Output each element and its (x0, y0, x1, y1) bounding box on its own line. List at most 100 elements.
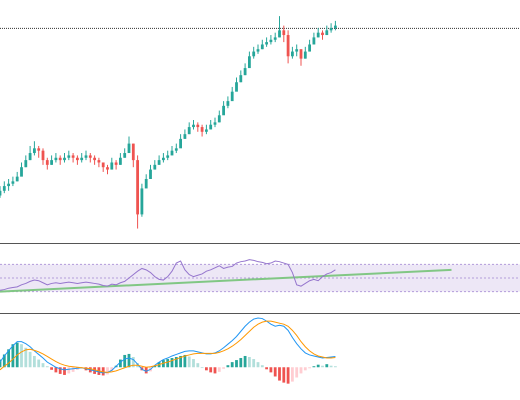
candle (205, 124, 208, 135)
candle (217, 110, 221, 123)
macd-histogram-bar (110, 367, 114, 372)
candle-body (110, 162, 114, 170)
candle (114, 160, 118, 170)
macd-histogram-bar (235, 360, 238, 368)
candle-body (149, 169, 152, 179)
candle-body (45, 160, 49, 165)
candle-body (179, 138, 182, 149)
macd-histogram-bar (286, 367, 290, 384)
macd-line (0, 317, 336, 374)
candle-body (114, 162, 118, 165)
macd-histogram-bar (71, 367, 75, 372)
candle (209, 120, 213, 130)
candle-body (174, 148, 178, 151)
candle-body (76, 157, 79, 161)
candle (316, 27, 320, 38)
candle (144, 174, 148, 189)
candle (71, 153, 75, 163)
candle (239, 70, 243, 83)
candle (295, 44, 299, 57)
candle (153, 160, 157, 170)
candle (101, 162, 105, 172)
candle-body (140, 188, 144, 215)
candle (273, 32, 277, 43)
candle-body (187, 127, 191, 135)
candle-body (196, 124, 200, 128)
macd-histogram-bar (20, 344, 23, 368)
candle (162, 153, 165, 163)
candle-body (93, 157, 96, 161)
macd-histogram-bar (209, 367, 213, 373)
macd-histogram-bar (291, 367, 294, 382)
candle-body (162, 157, 165, 161)
candle (256, 44, 260, 54)
macd-histogram-bar (192, 359, 195, 368)
candle (174, 143, 178, 154)
macd-histogram-bar (183, 354, 187, 368)
candle (106, 164, 109, 175)
candle (179, 134, 182, 149)
candle (84, 150, 88, 161)
macd-histogram-bar (205, 367, 208, 371)
rsi-pane (0, 259, 520, 293)
candle-body (248, 56, 251, 69)
candle-body (15, 176, 19, 182)
macd-histogram-bar (11, 344, 15, 368)
candle-body (205, 129, 208, 132)
macd-histogram-bar (316, 364, 320, 368)
macd-histogram-bar (269, 367, 273, 373)
candle-body (239, 75, 243, 83)
rsi-trendline[interactable] (0, 268, 452, 293)
candle (28, 145, 32, 161)
candle-body (222, 105, 225, 116)
candle (88, 153, 92, 163)
macd-histogram-bar (33, 355, 36, 368)
candle (11, 176, 15, 187)
candle-body (166, 155, 170, 158)
candle (226, 96, 230, 109)
candle (67, 150, 71, 161)
candle (149, 164, 152, 179)
candle (170, 145, 174, 156)
candle-body (316, 32, 320, 38)
candle-body (41, 150, 45, 161)
candle-body (334, 25, 337, 28)
candle-body (123, 153, 127, 158)
candle (252, 46, 256, 59)
candle (230, 86, 234, 102)
candle-body (312, 37, 316, 45)
macd-histogram-bar (0, 359, 2, 368)
macd-histogram-bar (63, 367, 66, 375)
candle-body (230, 91, 234, 102)
candle-body (295, 49, 299, 52)
candle (119, 153, 122, 165)
macd-histogram-bar (265, 367, 268, 370)
candle-body (291, 51, 294, 57)
macd-histogram-bar (312, 366, 316, 368)
candle-body (131, 143, 135, 161)
candle (33, 141, 36, 156)
macd-histogram-bar (278, 367, 281, 381)
candle (123, 148, 127, 158)
candle-body (58, 157, 62, 161)
macd-histogram-bar (58, 367, 62, 374)
candle-body (278, 30, 281, 38)
macd-histogram-bar (248, 357, 251, 368)
candle (45, 157, 49, 170)
macd-histogram-bar (282, 367, 286, 383)
candle-body (325, 30, 329, 36)
candle-body (273, 37, 277, 40)
candle-body (0, 190, 2, 196)
candle-body (67, 155, 71, 158)
candle-body (153, 164, 157, 170)
candle (278, 16, 281, 38)
candle (93, 155, 96, 165)
macd-histogram-bar (144, 367, 148, 374)
candle (58, 155, 62, 165)
candle (260, 39, 264, 50)
candle-body (119, 157, 122, 165)
candle-body (144, 179, 148, 189)
macd-histogram-bar (24, 347, 28, 368)
macd-histogram-bar (187, 356, 191, 368)
